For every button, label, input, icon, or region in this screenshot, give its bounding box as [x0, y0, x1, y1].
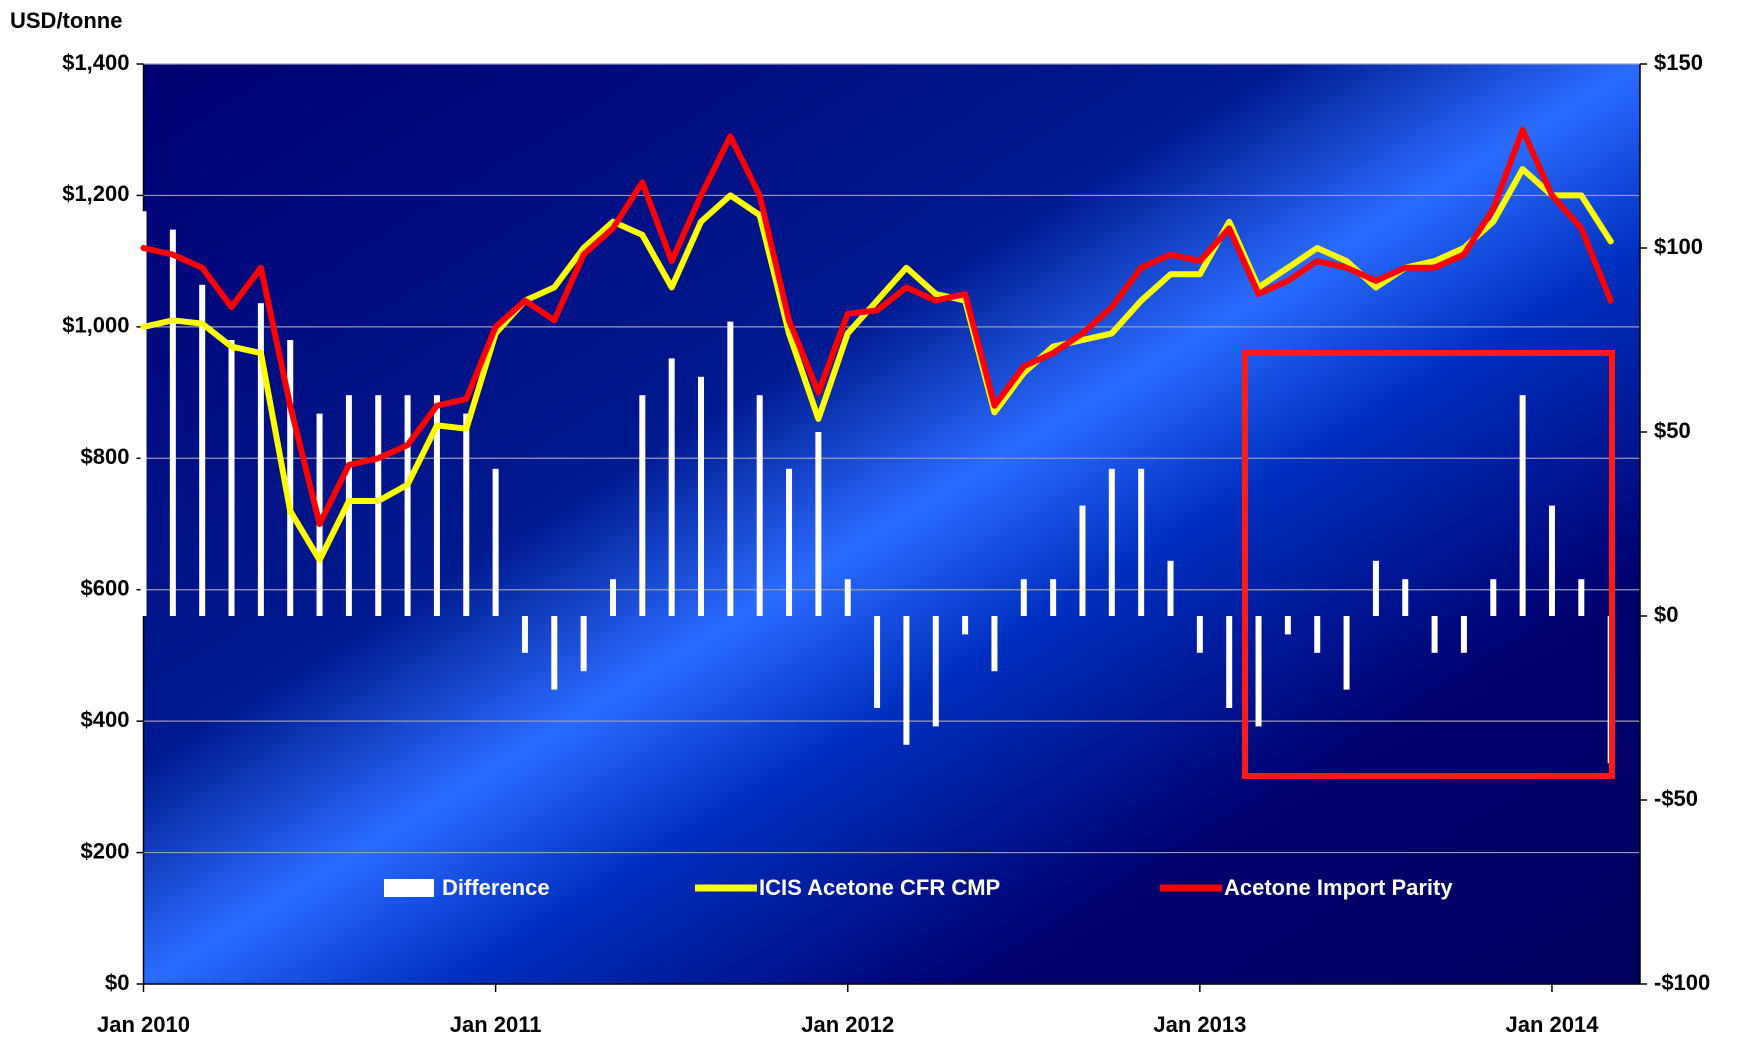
- bar: [580, 616, 587, 672]
- legend-label: ICIS Acetone CFR CMP: [759, 875, 1000, 900]
- y2-tick-label: $150: [1654, 50, 1703, 75]
- legend-label: Difference: [442, 875, 550, 900]
- y2-tick-label: -$50: [1654, 786, 1698, 811]
- y-tick-label: $200: [81, 838, 130, 863]
- y2-tick-label: $0: [1654, 602, 1678, 627]
- bar: [1226, 616, 1233, 708]
- bar: [903, 616, 910, 745]
- bar: [375, 395, 382, 616]
- bar: [1167, 560, 1174, 616]
- bar: [1196, 616, 1203, 653]
- bar: [1372, 560, 1379, 616]
- bar: [228, 340, 235, 616]
- legend-label: Acetone Import Parity: [1224, 875, 1453, 900]
- bar: [727, 321, 734, 616]
- bar: [521, 616, 528, 653]
- bar: [287, 340, 294, 616]
- bar: [1050, 579, 1057, 616]
- bar: [639, 395, 646, 616]
- bar: [199, 284, 206, 616]
- y-axis-label: USD/tonne: [10, 8, 122, 33]
- bar: [1079, 505, 1086, 616]
- y-tick-label: $1,400: [62, 50, 129, 75]
- bar: [1431, 616, 1438, 653]
- x-tick-label: Jan 2011: [450, 1012, 542, 1037]
- bar: [698, 376, 705, 616]
- bar: [962, 616, 969, 635]
- bar: [815, 432, 822, 616]
- bar: [433, 395, 440, 616]
- y-tick-label: $800: [81, 444, 130, 469]
- y-tick-label: $0: [105, 970, 129, 995]
- bar: [1519, 395, 1526, 616]
- bar: [1020, 579, 1027, 616]
- x-tick-label: Jan 2012: [801, 1012, 894, 1037]
- highlight-box: [1242, 350, 1615, 779]
- bar: [1343, 616, 1350, 690]
- bar: [844, 579, 851, 616]
- y-tick-label: $400: [81, 707, 130, 732]
- bar: [1138, 468, 1145, 616]
- y2-tick-label: $50: [1654, 418, 1691, 443]
- y2-tick-label: $100: [1654, 234, 1703, 259]
- x-tick-label: Jan 2013: [1153, 1012, 1246, 1037]
- bar: [1255, 616, 1262, 727]
- bar: [492, 468, 499, 616]
- y2-tick-label: -$100: [1654, 970, 1710, 995]
- bar: [463, 413, 470, 616]
- bar: [1460, 616, 1467, 653]
- bar: [1548, 505, 1555, 616]
- bar: [756, 395, 763, 616]
- bar: [609, 579, 616, 616]
- y-tick-label: $600: [81, 576, 130, 601]
- bar: [874, 616, 881, 708]
- bar: [786, 468, 793, 616]
- plot-area: [143, 64, 1640, 984]
- bar: [991, 616, 998, 672]
- bar: [169, 229, 176, 616]
- bar: [1108, 468, 1115, 616]
- bar: [1402, 579, 1409, 616]
- bar: [1314, 616, 1321, 653]
- bar: [404, 395, 411, 616]
- y-tick-label: $1,000: [62, 313, 129, 338]
- x-tick-label: Jan 2014: [1505, 1012, 1599, 1037]
- line: [140, 126, 1614, 527]
- bar: [1578, 579, 1585, 616]
- bar: [551, 616, 558, 690]
- y-tick-label: $1,200: [62, 181, 129, 206]
- x-tick-label: Jan 2010: [97, 1012, 190, 1037]
- bar: [932, 616, 939, 727]
- legend-swatch: [384, 879, 434, 897]
- bar: [668, 358, 675, 616]
- bar: [140, 211, 147, 616]
- bar: [1490, 579, 1497, 616]
- bar: [257, 303, 264, 616]
- bar: [1284, 616, 1291, 635]
